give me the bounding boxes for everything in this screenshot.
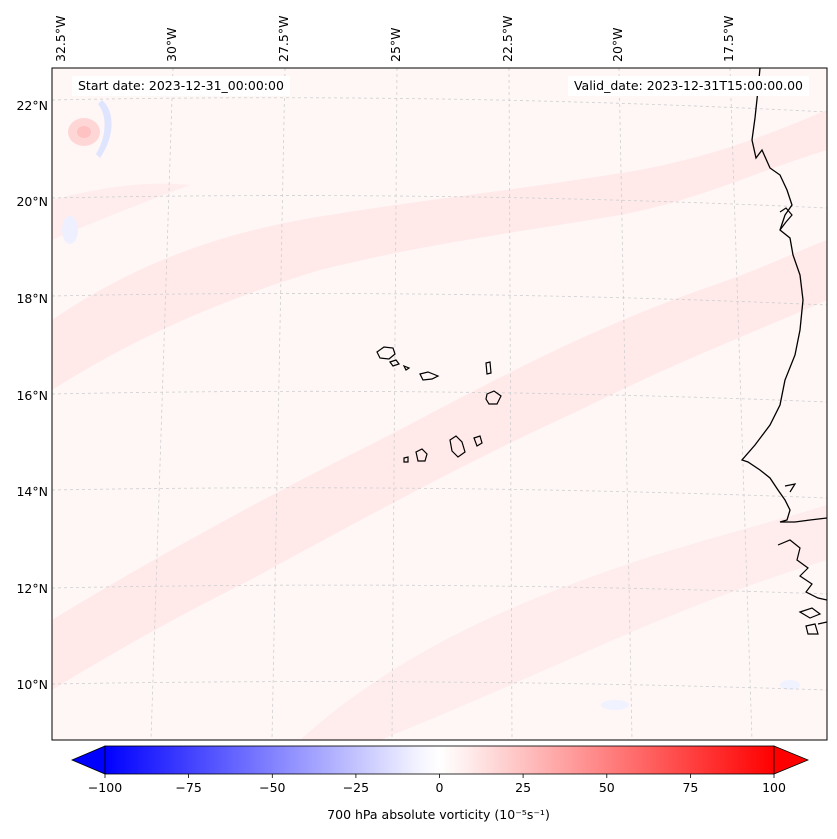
lon-label-32-5w: 32.5°W (53, 15, 68, 62)
vorticity-band (52, 110, 827, 390)
vorticity-band (52, 183, 190, 240)
africa-coastline (817, 621, 827, 625)
colorbar-bar (104, 745, 775, 775)
lat-label-16n: 16°N (16, 388, 48, 403)
africa-coastline (740, 68, 827, 523)
colorbar (70, 745, 810, 778)
lon-label-27-5w: 27.5°W (276, 15, 291, 62)
start-date-label: Start date: 2023-12-31_00:00:00 (72, 76, 290, 96)
colorbar-tick: −25 (342, 780, 370, 795)
colorbar-extend-high (773, 745, 810, 775)
colorbar-tick: −100 (87, 780, 123, 795)
colorbar-tick: 25 (515, 780, 532, 795)
africa-coastline (779, 207, 793, 231)
colorbar-extend-low (70, 745, 106, 775)
colorbar-label: 700 hPa absolute vorticity (10⁻⁵s⁻¹) (327, 807, 550, 822)
colorbar-tick: 100 (762, 780, 786, 795)
africa-coastline (805, 623, 819, 635)
colorbar-tick: 50 (598, 780, 615, 795)
africa-coastline (777, 539, 827, 601)
map-frame (51, 67, 828, 741)
valid-date-label: Valid_date: 2023-12-31T15:00:00.00 (567, 76, 809, 96)
lat-label-14n: 14°N (16, 484, 48, 499)
colorbar-tick: −50 (259, 780, 286, 795)
africa-coastline (784, 483, 797, 493)
vorticity-band (300, 505, 827, 740)
lat-label-10n: 10°N (16, 677, 48, 692)
lon-label-30w: 30°W (164, 27, 179, 62)
lon-label-20w: 20°W (610, 27, 625, 62)
colorbar-tick: −75 (175, 780, 202, 795)
vorticity-anomaly (62, 216, 78, 244)
vorticity-band (52, 240, 827, 690)
lat-label-22n: 22°N (16, 98, 48, 113)
vorticity-anomaly (780, 680, 800, 690)
colorbar-tick: 0 (435, 780, 444, 795)
lon-label-22-5w: 22.5°W (500, 15, 515, 62)
vorticity-anomaly (77, 126, 91, 138)
lat-label-12n: 12°N (16, 581, 48, 596)
lon-label-25w: 25°W (388, 27, 403, 62)
colorbar-tick: 75 (682, 780, 699, 795)
lat-label-20n: 20°N (16, 194, 48, 209)
vorticity-anomaly (601, 700, 629, 710)
lat-label-18n: 18°N (16, 291, 48, 306)
vorticity-anomaly (96, 100, 112, 158)
lon-label-17-5w: 17.5°W (721, 15, 736, 62)
africa-coastline (798, 607, 822, 619)
gridlines (52, 68, 827, 740)
cape-verde-islands (376, 346, 502, 463)
